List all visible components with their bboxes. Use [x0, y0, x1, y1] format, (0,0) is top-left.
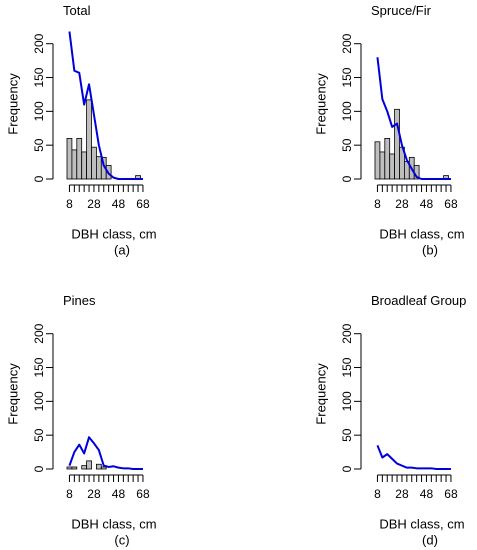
x-tick-label: 48: [112, 197, 126, 211]
chart-panel-2: Spruce/Fir 0 50 100 150 200 Frequency 8 28 48 68 DB…: [313, 3, 464, 257]
x-axis: 8 28 48 68 DBH class, cm(a): [66, 184, 157, 257]
y-tick-label: 150: [32, 357, 46, 377]
y-tick-label: 100: [32, 101, 46, 121]
x-axis: 8 28 48 68 DBH class, cm(c): [66, 474, 157, 547]
bar: [379, 151, 386, 180]
y-axis: 0 50 100 150 200 Frequency: [313, 323, 362, 472]
x-tick-label: 8: [66, 197, 73, 211]
x-tick-label: 28: [87, 487, 101, 501]
x-axis-label: DBH class, cm: [71, 516, 156, 531]
x-tick-label: 68: [444, 487, 458, 501]
bar: [96, 156, 102, 180]
y-tick-label: 150: [340, 67, 354, 87]
figure-caption: (b): [422, 242, 438, 257]
y-axis-label: Frequency: [313, 363, 328, 425]
y-axis: 0 50 100 150 200 Frequency: [313, 33, 362, 182]
x-tick-label: 8: [374, 487, 381, 501]
figure-caption: (d): [422, 532, 438, 547]
y-axis: 0 50 100 150 200 Frequency: [5, 323, 54, 472]
bar: [96, 463, 102, 470]
y-tick-label: 100: [340, 391, 354, 411]
bar: [86, 460, 92, 470]
bar-series: [374, 108, 449, 180]
bar: [66, 138, 73, 180]
chart-title: Spruce/Fir: [371, 3, 432, 18]
x-tick-label: 68: [136, 197, 150, 211]
bar: [91, 146, 97, 180]
x-tick-label: 8: [374, 197, 381, 211]
y-tick-label: 0: [340, 465, 354, 472]
line-series: [376, 57, 451, 180]
x-tick-label: 28: [395, 197, 409, 211]
bar: [86, 99, 92, 180]
x-axis: 8 28 48 68 DBH class, cm(b): [374, 184, 465, 257]
y-axis: 0 50 100 150 200 Frequency: [5, 33, 54, 182]
chart-panel-3: Pines 0 50 100 150 200 Frequency 8 28 48 68 DBH cla…: [5, 293, 156, 547]
y-tick-label: 200: [340, 323, 354, 343]
x-tick-label: 28: [87, 197, 101, 211]
bar: [389, 153, 395, 180]
chart-title: Broadleaf Group: [371, 293, 466, 308]
y-axis-label: Frequency: [5, 73, 20, 135]
x-axis-label: DBH class, cm: [379, 516, 464, 531]
chart-panel-4: Broadleaf Group 0 50 100 150 200 Frequency 8 28 4…: [313, 293, 466, 547]
line-series: [376, 444, 451, 470]
figure-caption: (c): [114, 532, 129, 547]
bar: [81, 151, 87, 180]
x-tick-label: 28: [395, 487, 409, 501]
y-tick-label: 0: [32, 465, 46, 472]
bar: [100, 466, 107, 470]
chart-title: Total: [63, 3, 91, 18]
x-axis-label: DBH class, cm: [71, 226, 156, 241]
figure-caption: (a): [114, 242, 130, 257]
x-tick-label: 48: [112, 487, 126, 501]
y-tick-label: 50: [340, 428, 354, 442]
bar: [394, 108, 400, 180]
y-tick-label: 200: [32, 33, 46, 53]
y-tick-label: 0: [32, 175, 46, 182]
y-tick-label: 150: [32, 67, 46, 87]
y-tick-label: 0: [340, 175, 354, 182]
bar: [81, 465, 87, 470]
chart-panel-1: Total 0 50 100 150 200 Frequency 8 28 48 68 DBH cla…: [5, 3, 156, 257]
bar: [71, 466, 78, 470]
bar: [76, 138, 83, 180]
line-series: [68, 31, 143, 180]
chart-title: Pines: [63, 293, 96, 308]
y-tick-label: 100: [32, 391, 46, 411]
y-axis-label: Frequency: [313, 73, 328, 135]
line-series: [68, 436, 143, 470]
y-tick-label: 200: [32, 323, 46, 343]
x-tick-label: 48: [420, 197, 434, 211]
y-tick-label: 50: [32, 428, 46, 442]
y-tick-label: 100: [340, 101, 354, 121]
x-tick-label: 68: [444, 197, 458, 211]
y-tick-label: 150: [340, 357, 354, 377]
x-tick-label: 48: [420, 487, 434, 501]
bar: [71, 149, 78, 180]
x-tick-label: 8: [66, 487, 73, 501]
y-axis-label: Frequency: [5, 363, 20, 425]
x-tick-label: 68: [136, 487, 150, 501]
y-tick-label: 50: [32, 138, 46, 152]
y-tick-label: 50: [340, 138, 354, 152]
bar: [66, 466, 73, 470]
x-axis-label: DBH class, cm: [379, 226, 464, 241]
bar: [384, 138, 391, 180]
x-axis: 8 28 48 68 DBH class, cm(d): [374, 474, 465, 547]
bar-series: [66, 460, 107, 470]
y-tick-label: 200: [340, 33, 354, 53]
bar: [374, 141, 381, 180]
